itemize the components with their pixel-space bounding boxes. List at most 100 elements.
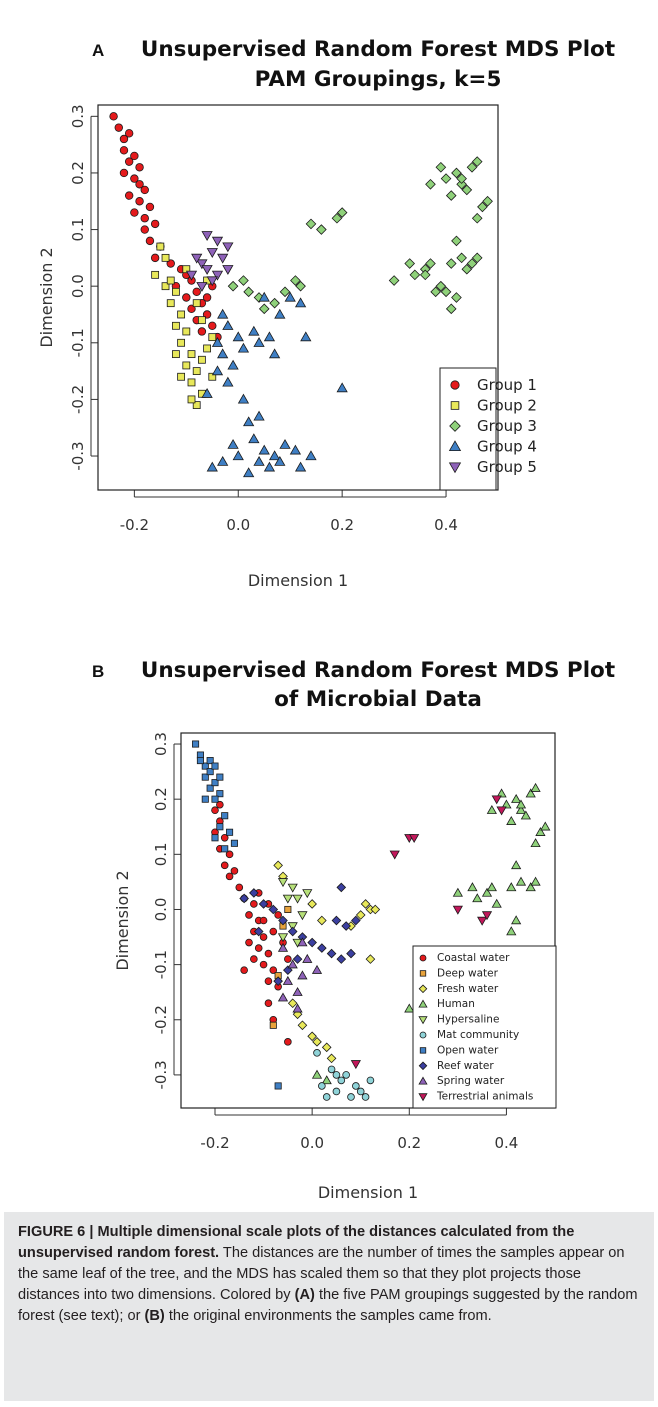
panel-a-title-line-1: Unsupervised Random Forest MDS Plot xyxy=(141,37,615,62)
panel-a-point-group-4 xyxy=(253,455,265,466)
panel-b-point-mat-community xyxy=(352,1082,360,1090)
panel-a-x-axis: -0.2 0.0 0.2 0.4 xyxy=(120,490,458,534)
panel-a-point-group-4 xyxy=(263,331,276,342)
panel-a-legend-label-group-1: Group 1 xyxy=(477,376,537,394)
figure-caption-box: FIGURE 6 | Multiple dimensional scale pl… xyxy=(4,1212,654,1401)
panel-a-point-group-3 xyxy=(290,275,301,286)
panel-a-point-group-3 xyxy=(295,280,306,292)
panel-a-point-group-3 xyxy=(404,258,416,269)
panel-b-point-coastal-water xyxy=(254,944,263,952)
panel-a-legend-swatch-group-5 xyxy=(448,462,462,474)
panel-b-legend-label-deep-water: Deep water xyxy=(437,967,499,979)
panel-a-point-group-3 xyxy=(456,173,467,184)
panel-a-point-group-3 xyxy=(451,167,462,179)
panel-b-x-tick-label: -0.2 xyxy=(200,1134,229,1152)
panel-b-point-human xyxy=(506,882,517,892)
panel-a-point-group-2 xyxy=(177,372,186,381)
panel-a-legend-swatch-group-3 xyxy=(449,420,461,432)
panel-b-point-reef-water xyxy=(268,904,279,915)
panel-a-point-group-3 xyxy=(409,269,421,281)
panel-a-point-group-2 xyxy=(198,355,206,364)
panel-a-point-group-1 xyxy=(197,327,207,336)
panel-b-point-deep-water xyxy=(269,1021,277,1029)
panel-b-point-human xyxy=(321,1075,332,1085)
panel-a-point-group-3 xyxy=(466,161,478,173)
panel-b-point-fresh-water xyxy=(273,860,283,871)
panel-a-point-group-1 xyxy=(109,112,118,121)
panel-b-point-human xyxy=(496,788,507,798)
panel-b-point-human xyxy=(481,887,493,897)
panel-a-point-group-3 xyxy=(419,269,431,281)
panel-b-point-spring-water xyxy=(277,992,289,1002)
panel-b-point-spring-water xyxy=(311,964,323,974)
panel-b-point-terrestrial-animals xyxy=(409,834,420,844)
panel-a-point-group-2 xyxy=(161,282,170,291)
panel-a-point-group-1 xyxy=(140,185,149,195)
panel-a-point-group-4 xyxy=(232,331,244,342)
panel-b-point-human xyxy=(467,882,478,892)
panel-b-point-reef-water xyxy=(336,882,347,893)
panel-b-x-tick-label: 0.4 xyxy=(494,1134,518,1152)
panel-b-point-open-water xyxy=(211,762,219,770)
panel-a-point-group-1 xyxy=(124,129,134,138)
caption-body-2: the five PAM groupings suggested by the … xyxy=(18,1287,638,1324)
panel-b-point-coastal-water xyxy=(264,949,273,958)
panel-a-point-group-2 xyxy=(151,270,160,279)
panel-a-point-group-1 xyxy=(119,146,129,155)
panel-b-point-reef-water xyxy=(351,915,361,926)
panel-b: B Unsupervised Random Forest MDS Plot of… xyxy=(92,658,615,1200)
panel-b-point-mat-community xyxy=(318,1082,326,1090)
panel-b-point-coastal-water xyxy=(264,999,273,1008)
panel-a-point-group-3 xyxy=(425,178,436,190)
panel-a-x-tick-label: -0.2 xyxy=(120,516,149,534)
panel-b-point-open-water xyxy=(196,757,204,765)
panel-b-point-human xyxy=(520,810,531,820)
panel-b-point-human xyxy=(535,827,546,836)
panel-b-point-human xyxy=(525,788,536,798)
panel-b-point-coastal-water xyxy=(216,800,224,809)
panel-b-point-fresh-water xyxy=(355,910,366,920)
panel-b-point-coastal-water xyxy=(225,850,234,859)
panel-b-title-line-2: of Microbial Data xyxy=(274,687,482,712)
panel-b-legend-label-spring-water: Spring water xyxy=(437,1075,505,1087)
panel-a-point-group-3 xyxy=(461,263,473,275)
panel-a-points xyxy=(109,112,493,478)
panel-a-legend-label-group-5: Group 5 xyxy=(477,458,537,476)
panel-b-y-tick-label: -0.3 xyxy=(152,1060,170,1089)
panel-b-y-tick-label: 0.0 xyxy=(152,898,170,922)
panel-b-point-mat-community xyxy=(313,1049,321,1057)
panel-a-y-tick-label: 0.2 xyxy=(69,161,87,185)
panel-b-point-spring-water xyxy=(282,975,293,985)
panel-a-point-group-4 xyxy=(294,297,307,308)
panel-a-point-group-1 xyxy=(208,321,217,331)
panel-b-letter: B xyxy=(92,662,104,681)
panel-b-point-reef-water xyxy=(317,943,327,953)
panel-b-point-open-water xyxy=(226,828,234,836)
panel-a-point-group-3 xyxy=(445,190,457,201)
panel-b-point-open-water xyxy=(201,762,209,770)
panel-a-point-group-3 xyxy=(471,212,483,224)
panel-a-y-tick-label: -0.2 xyxy=(69,385,87,414)
panel-a-point-group-1 xyxy=(140,225,149,234)
panel-b-y-axis: -0.3 -0.2 -0.1 0.0 0.1 0.2 0.3 xyxy=(152,732,181,1090)
panel-b-point-hypersaline xyxy=(297,911,308,921)
panel-a-legend-swatch-group-4 xyxy=(448,440,462,451)
panel-b-point-mat-community xyxy=(332,1087,341,1096)
panel-b-legend-swatch-human xyxy=(418,999,428,1008)
panel-a-point-group-3 xyxy=(279,286,291,298)
panel-a-point-group-4 xyxy=(279,438,291,449)
panel-a-point-group-3 xyxy=(477,201,488,213)
panel-b-point-open-water xyxy=(192,740,200,748)
panel-b-point-reef-water xyxy=(336,954,347,964)
panel-a-point-group-1 xyxy=(135,197,144,206)
panel-b-point-human xyxy=(540,821,551,831)
panel-b-point-fresh-water xyxy=(287,998,298,1009)
panel-b-point-coastal-water xyxy=(220,833,229,842)
panel-a-point-group-2 xyxy=(172,321,180,330)
panel-a-point-group-3 xyxy=(451,235,462,247)
caption-ref-b: (B) xyxy=(144,1308,165,1324)
panel-a-point-group-5 xyxy=(217,253,229,264)
panel-b-point-terrestrial-animals xyxy=(477,916,488,926)
panel-a-y-axis-label: Dimension 2 xyxy=(37,247,56,347)
panel-a-point-group-4 xyxy=(232,450,244,461)
